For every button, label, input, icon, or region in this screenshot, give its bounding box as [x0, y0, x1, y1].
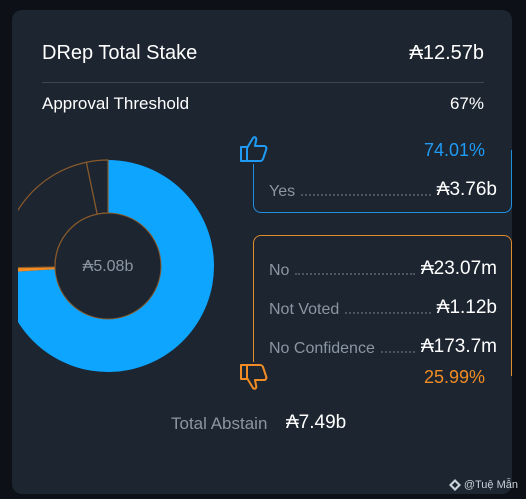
leader-dots [380, 351, 415, 353]
yes-percentage: 74.01% [422, 140, 488, 161]
donut-segment-yes [18, 160, 214, 372]
leader-dots [295, 273, 415, 275]
drep-stake-card [12, 10, 512, 494]
no-box [253, 235, 512, 376]
yes-row-label: Yes [269, 183, 296, 200]
no-row-value: ₳23.07m [420, 258, 497, 279]
leader-dots [301, 194, 431, 196]
donut-center-label: ₳5.08b [83, 258, 134, 275]
credit-text: @Tuệ Mẫn [463, 479, 518, 491]
total-abstain-label: Total Abstain [171, 414, 268, 433]
donut-inner-outline [54, 212, 162, 320]
stake-donut-chart: ₳5.08b [18, 159, 214, 372]
no-confidence-row: No Confidence ₳173.7m [269, 334, 497, 358]
no-row-label: No [269, 262, 290, 279]
thumbs-down-icon [238, 362, 270, 392]
approval-threshold-value: 67% [449, 94, 484, 113]
approval-threshold-label: Approval Threshold [42, 94, 190, 113]
leader-dots [345, 312, 431, 314]
donut-segment-no [18, 266, 56, 272]
not-voted-row-value: ₳1.12b [436, 297, 497, 318]
no-row: No ₳23.07m [269, 256, 497, 280]
thumbs-up-icon [238, 134, 270, 164]
not-voted-row: Not Voted ₳1.12b [269, 295, 497, 319]
total-stake-value: ₳12.57b [409, 42, 484, 64]
donut-segment-not-voted [18, 161, 98, 269]
yes-row: Yes ₳3.76b [269, 177, 497, 201]
no-percentage: 25.99% [422, 367, 488, 388]
not-voted-row-label: Not Voted [269, 301, 340, 318]
author-credit: @Tuệ Mẫn [448, 479, 518, 491]
no-confidence-row-label: No Confidence [269, 340, 375, 357]
card-title: DRep Total Stake [42, 42, 198, 64]
divider [42, 82, 484, 83]
diamond-logo-icon [448, 479, 461, 491]
total-abstain-value: ₳7.49b [286, 412, 347, 433]
yes-row-value: ₳3.76b [436, 179, 497, 200]
yes-box [253, 150, 512, 213]
no-confidence-row-value: ₳173.7m [420, 336, 497, 357]
